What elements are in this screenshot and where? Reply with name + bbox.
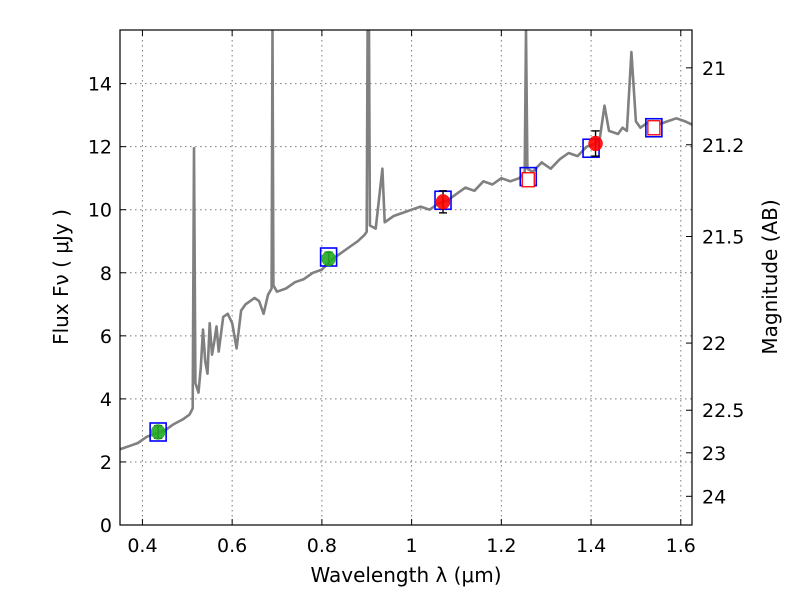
right-tick-label: 22 (702, 333, 726, 355)
right-tick-label: 21.2 (702, 135, 744, 157)
x-axis-ticks: 0.4 0.6 0.8 1 1.2 1.4 1.6 (127, 30, 696, 557)
right-axis-label: Magnitude (AB) (758, 199, 782, 354)
upper-limit-square (521, 172, 535, 188)
right-tick-label: 24 (702, 486, 726, 508)
observed-point (588, 135, 603, 152)
model-photometry-square (149, 422, 167, 442)
y-tick-label: 2 (100, 452, 112, 474)
y-tick-label: 0 (100, 515, 112, 537)
model-photometry-square (645, 117, 663, 138)
observed-point (321, 250, 336, 267)
observed-point (150, 424, 166, 440)
y-tick-label: 8 (100, 263, 112, 285)
spectrum-line (120, 30, 692, 451)
y-tick-label: 14 (88, 74, 112, 96)
observed-point (435, 194, 451, 210)
x-tick-label: 1.6 (666, 535, 696, 557)
right-tick-label: 23 (702, 443, 726, 465)
right-tick-label: 21.5 (702, 227, 744, 249)
x-tick-label: 1.2 (486, 535, 516, 557)
y-tick-label: 10 (88, 200, 112, 222)
y-axis-label: Flux Fν ( μJy ) (49, 209, 73, 345)
x-tick-label: 1.4 (576, 535, 606, 557)
x-tick-label: 0.6 (217, 535, 247, 557)
right-axis-ticks: 21 21.2 21.5 22 22.5 23 24 (686, 58, 744, 508)
upper-limit-square (647, 120, 661, 136)
grid-lines (120, 30, 692, 526)
plot-series (120, 30, 692, 451)
right-tick-label: 22.5 (702, 400, 744, 422)
x-tick-label: 0.8 (307, 535, 337, 557)
right-tick-label: 21 (702, 58, 726, 80)
y-tick-label: 4 (100, 389, 112, 411)
y-tick-label: 6 (100, 326, 112, 348)
plot-frame (119, 29, 693, 526)
y-tick-label: 12 (88, 137, 112, 159)
x-axis-label: Wavelength λ (μm) (310, 563, 501, 587)
x-tick-label: 1 (406, 535, 418, 557)
y-axis-ticks: 0 2 4 6 8 10 12 14 (88, 74, 126, 537)
x-tick-label: 0.4 (127, 535, 157, 557)
